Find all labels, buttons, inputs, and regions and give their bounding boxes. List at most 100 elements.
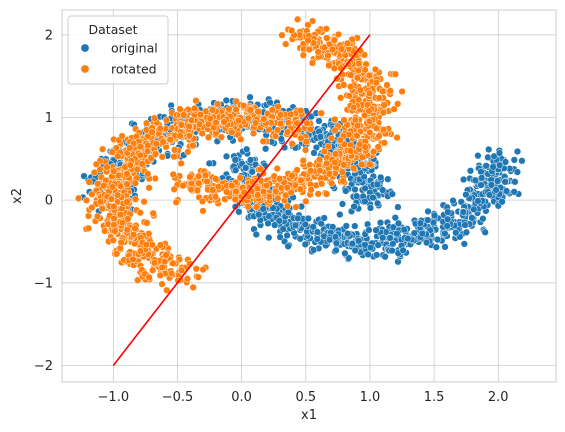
point-original xyxy=(276,233,284,241)
point-rotated xyxy=(107,195,116,203)
point-original xyxy=(459,175,468,184)
point-rotated xyxy=(259,137,267,145)
x-tick-label: 0.5 xyxy=(295,390,316,405)
point-original xyxy=(338,200,347,208)
point-rotated xyxy=(303,119,311,127)
point-original xyxy=(246,93,254,101)
point-rotated xyxy=(380,139,389,147)
point-rotated xyxy=(101,227,109,235)
point-original xyxy=(379,234,387,242)
point-original xyxy=(477,181,485,189)
point-rotated xyxy=(199,207,207,215)
point-original xyxy=(474,152,482,160)
point-original xyxy=(432,243,440,251)
point-rotated xyxy=(148,128,156,136)
point-rotated xyxy=(386,87,394,95)
legend-box xyxy=(67,15,169,85)
point-original xyxy=(470,205,478,213)
point-rotated xyxy=(176,105,184,113)
point-original xyxy=(389,223,397,231)
x-tick-label: 1.0 xyxy=(360,390,381,405)
point-original xyxy=(350,202,358,211)
point-rotated xyxy=(375,94,383,102)
y-tick-label: −2 xyxy=(34,359,53,374)
point-rotated xyxy=(103,163,111,171)
point-original xyxy=(255,211,263,219)
point-original xyxy=(304,214,312,223)
point-original xyxy=(502,187,511,195)
point-rotated xyxy=(189,142,197,150)
point-rotated xyxy=(331,158,339,167)
point-rotated xyxy=(244,114,253,123)
point-rotated xyxy=(180,111,188,119)
point-rotated xyxy=(194,172,203,180)
point-original xyxy=(342,222,350,230)
point-rotated xyxy=(239,101,248,110)
x-tick-label: 0.0 xyxy=(231,390,252,405)
point-rotated xyxy=(365,107,373,115)
point-original xyxy=(310,149,318,157)
point-rotated xyxy=(190,104,199,113)
point-original xyxy=(344,229,352,238)
point-rotated xyxy=(307,167,315,175)
point-rotated xyxy=(94,180,102,188)
point-rotated xyxy=(234,117,243,125)
point-rotated xyxy=(338,168,346,176)
point-rotated xyxy=(380,125,388,134)
point-rotated xyxy=(328,45,337,54)
point-original xyxy=(441,229,449,238)
point-rotated xyxy=(123,170,131,178)
point-rotated xyxy=(111,227,119,235)
point-rotated xyxy=(249,129,258,137)
point-original xyxy=(369,193,377,202)
point-rotated xyxy=(274,194,282,202)
point-original xyxy=(399,246,407,255)
point-original xyxy=(252,230,260,239)
point-original xyxy=(345,254,353,262)
point-rotated xyxy=(262,181,271,190)
point-rotated xyxy=(379,108,388,117)
point-rotated xyxy=(142,119,151,127)
point-original xyxy=(316,133,325,141)
point-rotated xyxy=(117,238,125,247)
point-rotated xyxy=(356,86,365,94)
point-original xyxy=(372,226,380,234)
point-rotated xyxy=(336,136,344,144)
point-rotated xyxy=(143,219,151,227)
point-rotated xyxy=(231,195,239,204)
point-rotated xyxy=(192,97,200,105)
point-rotated xyxy=(322,25,330,33)
point-rotated xyxy=(203,177,211,186)
point-rotated xyxy=(158,263,166,272)
point-rotated xyxy=(330,64,338,73)
point-rotated xyxy=(252,203,261,211)
point-rotated xyxy=(308,59,317,67)
red-line-group xyxy=(112,34,371,366)
point-rotated xyxy=(348,35,356,44)
point-rotated xyxy=(100,182,108,190)
point-rotated xyxy=(84,224,93,232)
point-original xyxy=(443,222,451,230)
point-rotated xyxy=(293,166,301,174)
point-rotated xyxy=(158,153,166,161)
point-rotated xyxy=(211,193,220,201)
point-original xyxy=(482,162,490,170)
point-rotated xyxy=(361,143,369,151)
point-rotated xyxy=(323,34,331,42)
point-original xyxy=(291,221,300,230)
point-rotated xyxy=(177,266,186,275)
point-rotated xyxy=(327,134,336,143)
point-rotated xyxy=(283,128,292,136)
point-rotated xyxy=(358,160,366,169)
point-rotated xyxy=(118,218,127,227)
point-original xyxy=(461,221,469,229)
point-rotated xyxy=(93,212,102,220)
point-original xyxy=(309,223,317,231)
point-original xyxy=(393,229,401,238)
point-rotated xyxy=(316,167,324,175)
point-rotated xyxy=(220,118,228,126)
point-original xyxy=(242,164,250,172)
point-original xyxy=(487,181,496,189)
point-rotated xyxy=(304,21,312,29)
point-rotated xyxy=(162,116,171,124)
